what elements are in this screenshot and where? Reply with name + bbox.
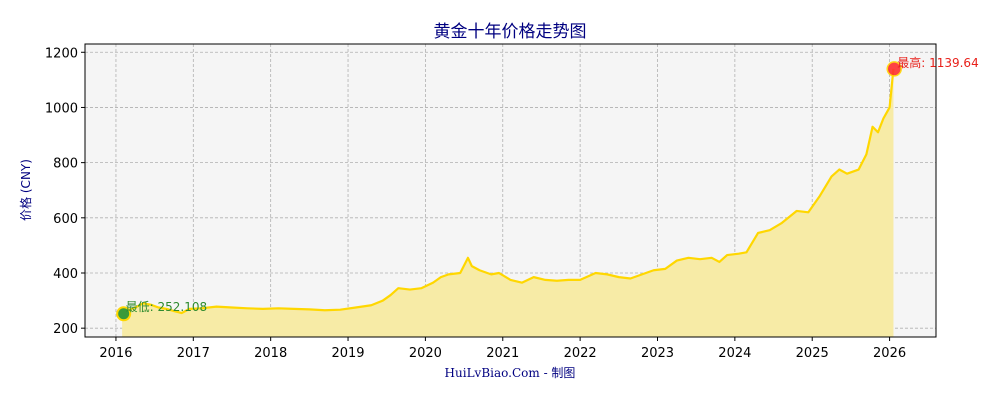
area-layer	[122, 68, 894, 338]
max-annotation: 最高: 1139.64	[897, 55, 978, 70]
y-tick-label: 800	[53, 157, 78, 172]
y-axis: 200 400 600 800 1000 1200	[45, 46, 85, 337]
chart-credit: HuiLvBiao.Com - 制图	[445, 366, 576, 380]
x-tick-label: 2020	[409, 346, 442, 361]
y-tick-label: 400	[53, 267, 78, 282]
series-line	[121, 68, 895, 315]
series-area	[122, 68, 894, 338]
min-marker	[116, 306, 132, 322]
y-tick-label: 1200	[45, 46, 78, 61]
x-tick-label: 2025	[796, 346, 829, 361]
x-tick-label: 2018	[254, 346, 287, 361]
x-tick-label: 2021	[486, 346, 519, 361]
y-tick-label: 200	[53, 322, 78, 337]
x-tick-label: 2017	[177, 346, 210, 361]
x-tick-label: 2022	[564, 346, 597, 361]
x-tick-label: 2016	[99, 346, 132, 361]
x-tick-label: 2019	[331, 346, 364, 361]
plot-frame	[84, 43, 937, 338]
line-layer	[121, 68, 895, 315]
y-tick-label: 1000	[45, 101, 78, 116]
x-tick-label: 2024	[718, 346, 751, 361]
max-marker	[886, 61, 902, 77]
markers-layer	[116, 61, 902, 322]
x-axis: 2016 2017 2018 2019 2020 2021 2022 2023 2024 2025…	[99, 337, 906, 361]
y-axis-label: 价格 (CNY)	[18, 159, 33, 221]
min-annotation: 最低: 252.108	[126, 300, 207, 314]
x-tick-label: 2023	[641, 346, 674, 361]
chart-title: 黄金十年价格走势图	[434, 22, 587, 42]
y-tick-label: 600	[53, 212, 78, 227]
x-tick-label: 2026	[873, 346, 906, 361]
